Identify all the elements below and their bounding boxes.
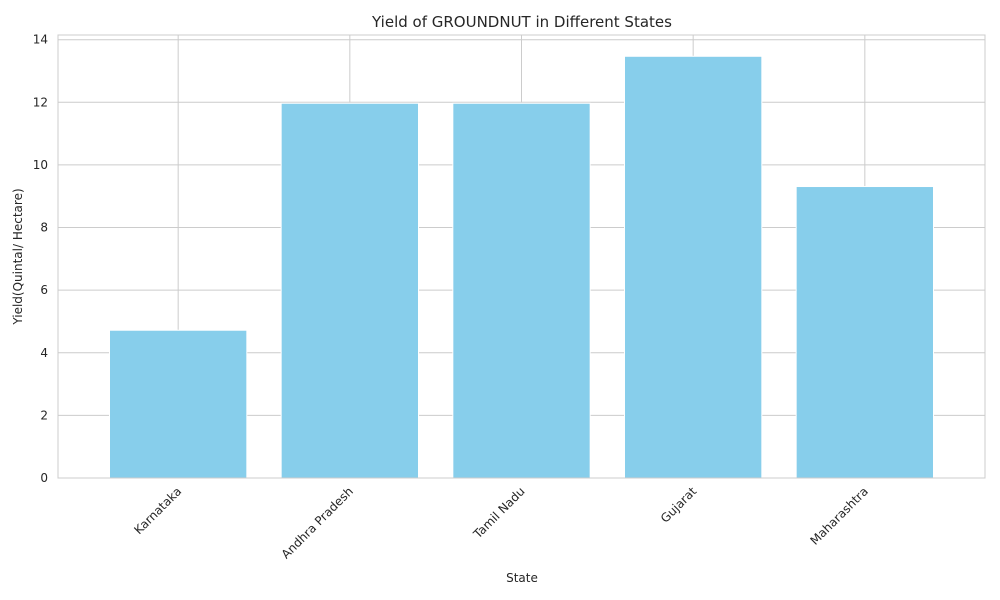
- y-tick-label: 10: [33, 158, 48, 172]
- y-axis-label: Yield(Quintal/ Hectare): [11, 188, 25, 325]
- y-tick-label: 12: [33, 95, 48, 109]
- bars: [109, 55, 935, 479]
- y-tick-label: 6: [40, 283, 48, 297]
- y-tick-label: 14: [33, 33, 48, 47]
- bar-maharashtra: [795, 186, 935, 479]
- bar-andhra-pradesh: [280, 102, 419, 479]
- bar-karnataka: [109, 329, 248, 479]
- x-tick-label: Andhra Pradesh: [279, 484, 356, 561]
- x-tick-label: Tamil Nadu: [470, 484, 528, 542]
- x-tick-labels: Karnataka Andhra Pradesh Tamil Nadu Gujarat…: [131, 484, 871, 561]
- x-tick-label: Gujarat: [658, 484, 700, 526]
- x-tick-label: Karnataka: [131, 484, 184, 537]
- bar-tamil-nadu: [452, 102, 591, 479]
- x-tick-label: Maharashtra: [807, 484, 871, 548]
- bar-gujarat: [624, 55, 763, 479]
- x-axis-label: State: [506, 571, 538, 585]
- y-tick-labels: 0 2 4 6 8 10 12 14: [33, 33, 48, 485]
- plot-frame: [57, 34, 986, 479]
- y-tick-label: 0: [40, 471, 48, 485]
- y-tick-label: 2: [40, 408, 48, 422]
- y-tick-label: 8: [40, 221, 48, 235]
- y-tick-label: 4: [40, 346, 48, 360]
- chart-title: Yield of GROUNDNUT in Different States: [371, 13, 672, 31]
